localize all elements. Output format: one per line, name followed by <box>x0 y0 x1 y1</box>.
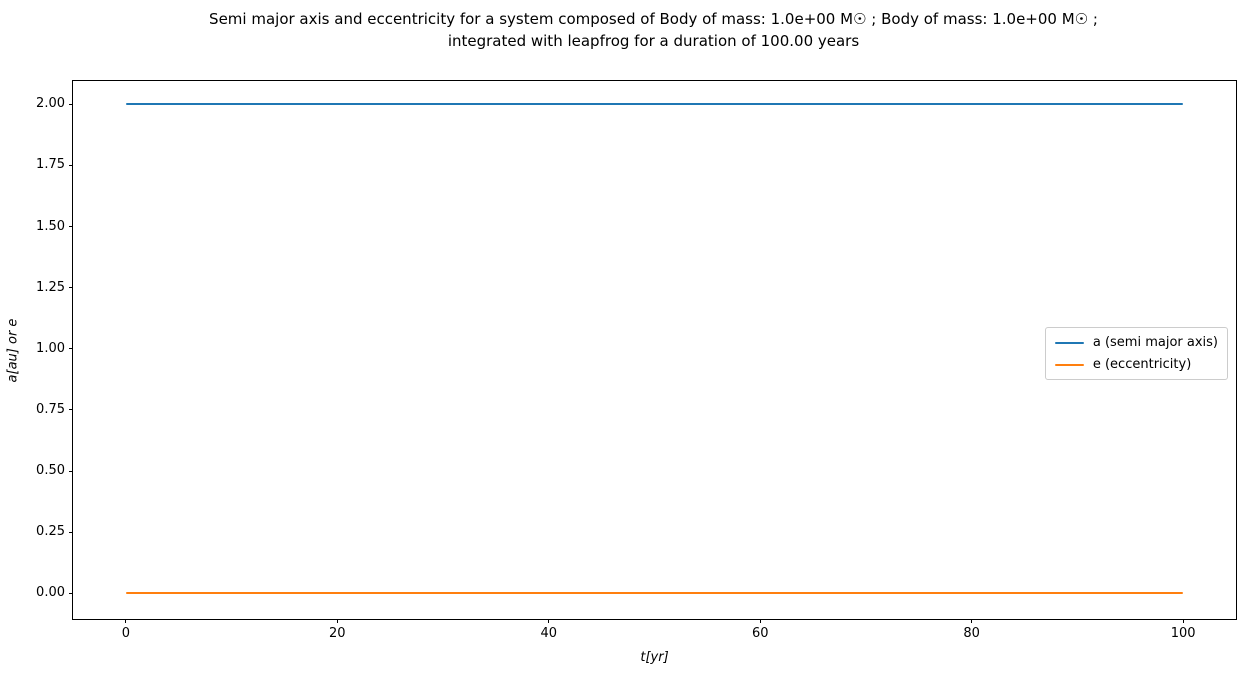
plot-area: a[au] or e t[yr] a (semi major axis) e (e… <box>6 80 1237 665</box>
y-tick-mark <box>69 287 73 289</box>
chart-title-line2: integrated with leapfrog for a duration … <box>447 32 860 50</box>
y-tick-mark <box>69 226 73 227</box>
legend-entry-1: e (eccentricity) <box>1054 355 1218 374</box>
y-tick-mark <box>69 164 73 166</box>
x-tick-mark <box>971 619 973 623</box>
x-tick-label: 40 <box>540 626 558 641</box>
y-tick-label: 1.75 <box>36 157 65 173</box>
legend-line-swatch <box>1054 341 1084 344</box>
x-tick-label: 0 <box>121 626 130 641</box>
y-tick-mark <box>69 409 73 411</box>
y-tick-mark <box>69 592 73 594</box>
y-tick-label: 2.00 <box>36 96 65 112</box>
y-tick-label: 0.00 <box>36 585 65 601</box>
x-tick-mark <box>548 619 550 623</box>
x-axis-label: t[yr] <box>640 650 669 665</box>
x-tick-label: 60 <box>751 626 769 641</box>
y-tick-label: 1.00 <box>36 340 65 356</box>
y-tick-mark <box>69 531 73 533</box>
legend-line-swatch <box>1054 363 1084 366</box>
y-tick-mark <box>69 103 73 105</box>
legend-label: e (eccentricity) <box>1092 357 1192 372</box>
legend: a (semi major axis) e (eccentricity) <box>1044 327 1228 380</box>
x-tick-mark <box>125 619 127 623</box>
chart-title-line1: Semi major axis and eccentricity for a s… <box>209 10 1098 28</box>
x-tick-mark <box>336 619 338 623</box>
y-tick-label: 0.75 <box>36 401 65 417</box>
y-tick-mark <box>69 348 73 350</box>
y-tick-label: 0.50 <box>36 463 65 479</box>
x-tick-label: 20 <box>329 626 346 641</box>
legend-label: a (semi major axis) <box>1092 335 1218 350</box>
x-tick-mark <box>1182 619 1184 623</box>
x-tick-mark <box>759 619 761 623</box>
y-tick-label: 1.25 <box>36 279 65 295</box>
x-axis-label-box: t[yr] <box>73 646 1236 665</box>
legend-entry-0: a (semi major axis) <box>1054 333 1218 352</box>
chart-title: Semi major axis and eccentricity for a s… <box>72 8 1235 52</box>
x-tick-label: 100 <box>1170 626 1196 641</box>
y-tick-label: 1.50 <box>36 218 65 234</box>
series-line-1 <box>125 592 1184 595</box>
x-tick-label: 80 <box>963 626 980 641</box>
y-tick-label: 0.25 <box>36 524 65 540</box>
y-tick-mark <box>69 470 73 472</box>
series-line-0 <box>125 103 1184 106</box>
